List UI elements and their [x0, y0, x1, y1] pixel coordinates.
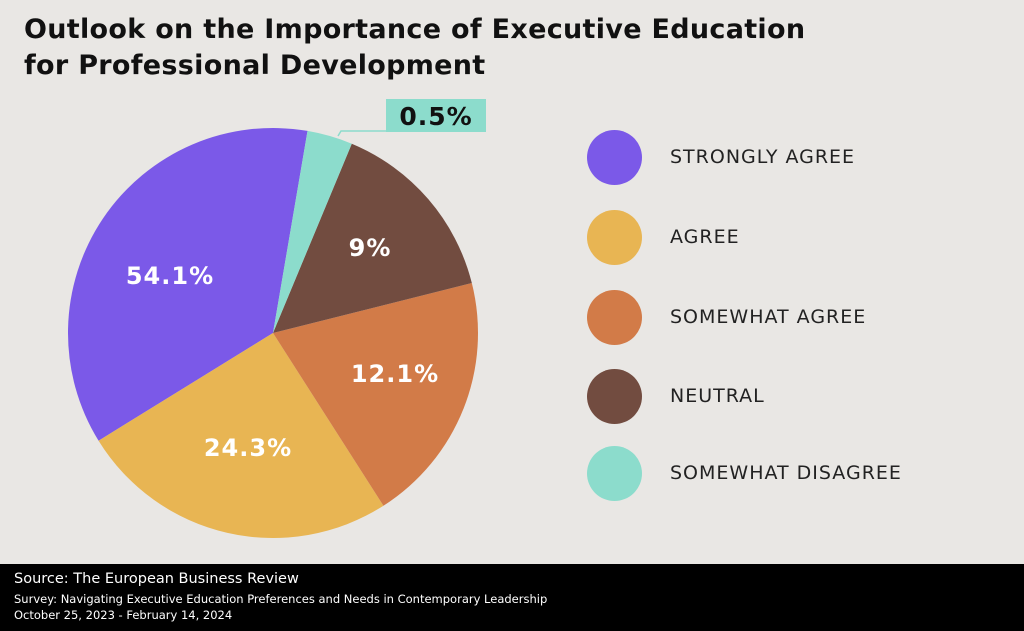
data-label-somewhat-agree: 12.1%: [351, 360, 439, 388]
legend-item-strongly-agree: STRONGLY AGREE: [587, 130, 987, 186]
pie-slice-agree: [98, 333, 384, 538]
footer: Source: The European Business Review Sur…: [0, 564, 1024, 631]
legend-label: STRONGLY AGREE: [670, 146, 856, 168]
legend-label: SOMEWHAT DISAGREE: [670, 462, 902, 484]
data-label-strongly-agree: 54.1%: [126, 262, 214, 290]
data-label-neutral: 9%: [349, 234, 392, 262]
data-label-agree: 24.3%: [204, 434, 292, 462]
pie-chart: 54.1% 24.3% 12.1% 9% 0.5%: [68, 99, 486, 538]
legend-item-somewhat-agree: SOMEWHAT AGREE: [587, 290, 987, 346]
legend-label: AGREE: [670, 226, 740, 248]
callout-leader-line: [337, 130, 386, 137]
legend-swatch: [587, 369, 642, 424]
callout-box: [386, 99, 486, 132]
legend-item-neutral: NEUTRAL: [587, 369, 987, 425]
legend-label: SOMEWHAT AGREE: [670, 306, 867, 328]
pie-slice-somewhat-agree: [273, 283, 478, 506]
legend-swatch: [587, 130, 642, 185]
pie-slice-somewhat-disagree: [273, 130, 352, 333]
legend-item-somewhat-disagree: SOMEWHAT DISAGREE: [587, 446, 987, 502]
chart-title-line-1: Outlook on the Importance of Executive E…: [24, 14, 806, 45]
legend-swatch: [587, 446, 642, 501]
legend-swatch: [587, 290, 642, 345]
legend-swatch: [587, 210, 642, 265]
date-range-text: October 25, 2023 - February 14, 2024: [14, 608, 233, 622]
pie-slice-neutral: [273, 143, 472, 333]
survey-text: Survey: Navigating Executive Education P…: [14, 592, 548, 606]
source-text: Source: The European Business Review: [14, 571, 299, 587]
chart-title-line-2: for Professional Development: [24, 50, 486, 81]
data-label-somewhat-disagree: 0.5%: [399, 102, 472, 131]
chart-title: Outlook on the Importance of Executive E…: [24, 12, 805, 84]
legend-item-agree: AGREE: [587, 210, 987, 266]
pie-slice-strongly-agree: [68, 127, 308, 441]
legend-label: NEUTRAL: [670, 385, 765, 407]
